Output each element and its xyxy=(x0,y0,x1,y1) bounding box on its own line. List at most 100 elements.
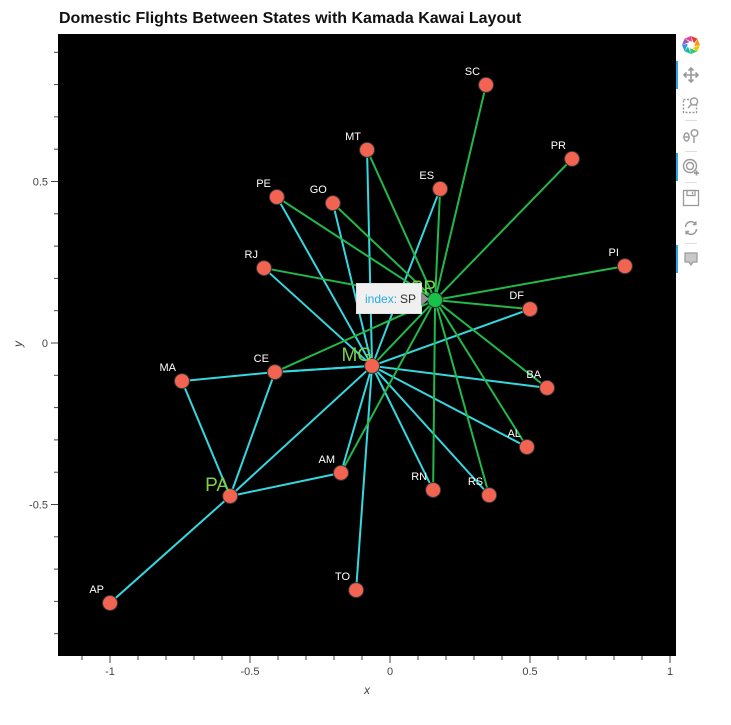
node-ba[interactable] xyxy=(539,379,556,396)
toolbar-separator xyxy=(685,182,697,183)
edge-PA-CE xyxy=(229,371,276,497)
node-label-ma: MA xyxy=(159,362,176,374)
edge-PA-AM xyxy=(229,471,342,498)
node-to[interactable] xyxy=(348,582,365,599)
node-label-pi: PI xyxy=(609,247,619,259)
hover-icon xyxy=(684,252,698,267)
node-ma[interactable] xyxy=(173,373,190,390)
plot-toolbar xyxy=(676,30,706,274)
save-tool-button[interactable] xyxy=(676,183,706,213)
node-sc[interactable] xyxy=(478,76,495,93)
axes: -1 -0.5 0 0.5 1 -0.5 0 0.5 x y xyxy=(11,51,673,697)
y-axis-label: y xyxy=(11,340,25,348)
y-tick-label: 0 xyxy=(42,338,48,350)
edge-MG-AL xyxy=(371,365,528,448)
wheel-zoom-icon xyxy=(683,129,699,143)
nodes-layer xyxy=(102,76,633,612)
pan-icon xyxy=(682,66,700,84)
node-al[interactable] xyxy=(518,439,535,456)
node-label-sc: SC xyxy=(465,66,480,78)
node-pi[interactable] xyxy=(616,258,633,275)
edge-MG-PE xyxy=(276,196,373,367)
node-rs[interactable] xyxy=(481,487,498,504)
node-label-to: TO xyxy=(335,571,351,583)
wheel-zoom-tool-button[interactable] xyxy=(676,121,706,151)
pan-tool-button[interactable] xyxy=(676,60,706,90)
node-label-ba: BA xyxy=(526,369,541,381)
edge-MG-BA xyxy=(371,364,548,389)
node-label-pa: PA xyxy=(205,475,229,496)
tap-tool-button[interactable] xyxy=(676,152,706,182)
edge-SP-MT xyxy=(366,149,436,301)
edge-MG-ES xyxy=(371,188,442,367)
node-rn[interactable] xyxy=(425,481,442,498)
node-go[interactable] xyxy=(324,195,341,212)
node-es[interactable] xyxy=(432,180,449,197)
network-plot[interactable]: SP MG PA SC PR PI DF BA AL RS RN TO AM AP MA CE RJ PE GO MT… xyxy=(0,0,676,725)
node-df[interactable] xyxy=(522,301,538,318)
node-pe[interactable] xyxy=(268,189,285,206)
edge-SP-AM xyxy=(340,299,436,474)
edge-SP-DF xyxy=(434,299,531,311)
node-ap[interactable] xyxy=(102,595,118,612)
node-am[interactable] xyxy=(333,464,349,481)
node-label-pe: PE xyxy=(256,178,271,190)
box-zoom-tool-button[interactable] xyxy=(676,90,706,120)
toolbar-separator xyxy=(685,243,697,244)
x-tick-label: -1 xyxy=(105,666,115,678)
node-mt[interactable] xyxy=(359,141,376,158)
box-zoom-icon xyxy=(682,97,699,114)
tap-icon xyxy=(682,158,699,176)
node-pa[interactable] xyxy=(222,488,239,505)
node-label-pr: PR xyxy=(551,140,566,152)
save-icon xyxy=(682,189,700,207)
edge-MG-RJ xyxy=(263,267,373,367)
edge-MG-DF xyxy=(371,308,531,367)
edge-MA-CE xyxy=(181,371,276,383)
node-pr[interactable] xyxy=(564,150,580,167)
edge-PA-AP xyxy=(109,495,231,604)
node-label-df: DF xyxy=(509,290,524,302)
node-label-rs: RS xyxy=(468,476,483,488)
edge-SP-PE xyxy=(276,196,436,301)
edge-MG-AM xyxy=(340,365,374,474)
node-label-rj: RJ xyxy=(245,249,258,261)
node-ce[interactable] xyxy=(266,364,283,381)
node-label-ap: AP xyxy=(89,584,104,596)
edge-SP-PR xyxy=(434,158,573,301)
x-tick-label: 0 xyxy=(387,666,393,678)
tooltip-arrow xyxy=(421,292,429,306)
edge-SP-SC xyxy=(434,84,488,301)
node-label-go: GO xyxy=(310,184,328,196)
edge-MG-RS xyxy=(371,365,490,496)
node-rj[interactable] xyxy=(256,260,272,277)
edge-MG-TO xyxy=(355,365,374,591)
node-label-mg: MG xyxy=(341,345,372,366)
edge-MG-RN xyxy=(371,365,435,491)
edge-SP-RN xyxy=(432,300,437,490)
edge-SP-RS xyxy=(434,299,491,496)
labels-layer: SP MG PA SC PR PI DF BA AL RS RN TO AM AP MA CE RJ PE GO MT… xyxy=(89,66,619,596)
edge-SP-MG xyxy=(371,299,436,367)
chart-title: Domestic Flights Between States with Kam… xyxy=(59,10,522,27)
edge-SP-BA xyxy=(434,299,548,389)
node-label-am: AM xyxy=(319,454,336,466)
node-label-ce: CE xyxy=(254,353,269,365)
reset-tool-button[interactable] xyxy=(676,213,706,243)
node-label-mt: MT xyxy=(345,131,361,143)
node-mg[interactable] xyxy=(364,357,381,374)
edge-MG-CE xyxy=(274,364,373,374)
reset-icon xyxy=(684,220,698,236)
edge-SP-PI xyxy=(434,265,626,302)
x-tick-label: -0.5 xyxy=(241,666,260,678)
toolbar-separator xyxy=(685,151,697,152)
hover-tool-button[interactable] xyxy=(676,244,706,274)
x-tick-label: 0.5 xyxy=(522,666,537,678)
y-tick-label: 0.5 xyxy=(33,177,48,189)
hover-tooltip: index: SP xyxy=(356,283,422,314)
x-tick-label: 1 xyxy=(667,666,673,678)
node-label-al: AL xyxy=(507,428,520,440)
x-axis-label: x xyxy=(363,683,371,697)
bokeh-logo[interactable] xyxy=(676,30,706,60)
y-tick-label: -0.5 xyxy=(29,500,48,512)
